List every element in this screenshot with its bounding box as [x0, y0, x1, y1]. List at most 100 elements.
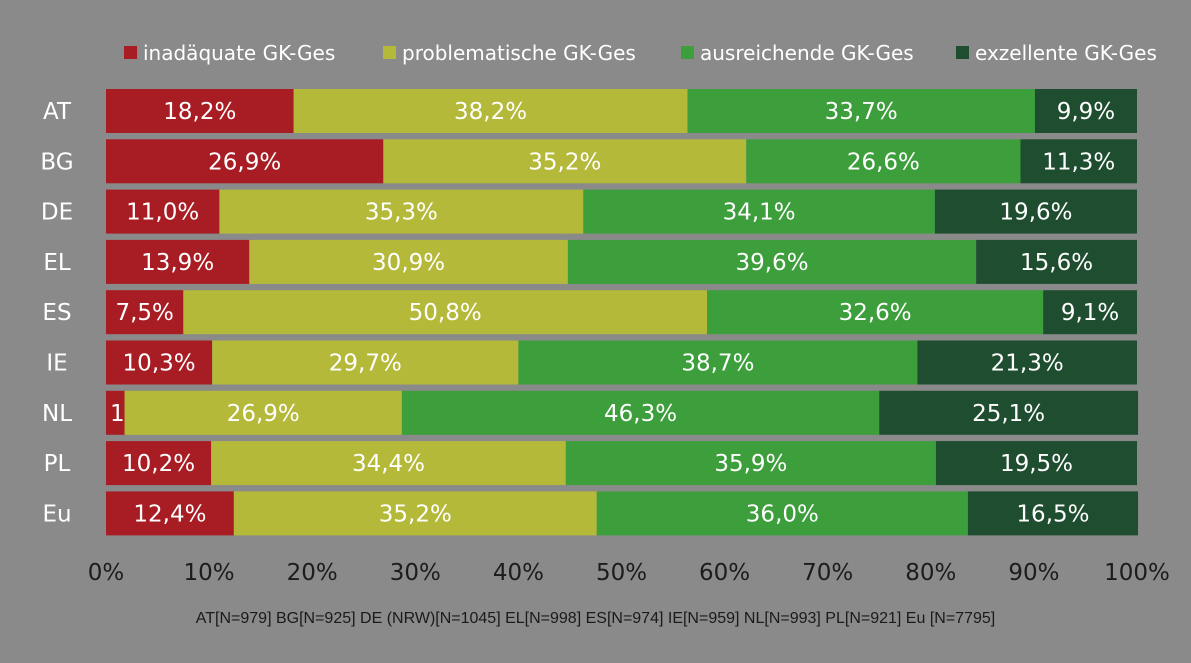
- data-label: 35,9%: [714, 451, 787, 477]
- bar-segment: [596, 491, 968, 536]
- data-label: 19,5%: [1000, 451, 1073, 477]
- x-tick-label: 50%: [596, 560, 647, 586]
- legend-swatch: [681, 46, 694, 59]
- data-label: 9,1%: [1061, 300, 1119, 326]
- bar-segment: [583, 189, 935, 234]
- bar-segment: [383, 139, 747, 184]
- data-label: 39,6%: [735, 250, 808, 276]
- legend-swatch: [956, 46, 969, 59]
- legend-label: inadäquate GK-Ges: [143, 41, 335, 65]
- data-label: 7,5%: [115, 300, 173, 326]
- bar-segment: [106, 290, 184, 335]
- data-label: 32,6%: [839, 300, 912, 326]
- data-label: 10,3%: [123, 351, 196, 377]
- bar-segment: [106, 441, 212, 486]
- data-label: 16,5%: [1016, 501, 1089, 527]
- x-tick-label: 20%: [287, 560, 338, 586]
- data-label: 25,1%: [972, 401, 1045, 427]
- category-label: ES: [42, 300, 71, 326]
- bar-segment: [106, 139, 384, 184]
- data-label: 35,3%: [365, 200, 438, 226]
- bar-segment: [565, 441, 936, 486]
- data-label: 35,2%: [379, 501, 452, 527]
- bar-segment: [746, 139, 1021, 184]
- legend-swatch: [124, 46, 137, 59]
- data-label: 11,0%: [126, 200, 199, 226]
- data-label: 9,9%: [1057, 99, 1115, 125]
- bar-segment: [518, 340, 918, 385]
- bar-segment: [1034, 89, 1137, 133]
- category-label: DE: [41, 200, 73, 226]
- category-label: EL: [43, 250, 71, 276]
- bar-segment: [106, 89, 294, 133]
- x-tick-label: 100%: [1104, 560, 1170, 586]
- data-label: 13,9%: [141, 250, 214, 276]
- data-label: 26,9%: [208, 149, 281, 175]
- bar-segment: [211, 441, 566, 486]
- bar-segment: [1020, 139, 1137, 184]
- data-label: 38,7%: [681, 351, 754, 377]
- data-label: 11,3%: [1042, 149, 1115, 175]
- bar-segment: [687, 89, 1035, 133]
- legend-label: ausreichende GK-Ges: [700, 41, 914, 65]
- bar-segment: [219, 189, 584, 234]
- bar-segment: [106, 340, 213, 385]
- data-label: 19,6%: [999, 200, 1072, 226]
- bar-segment: [934, 189, 1137, 234]
- data-label: 33,7%: [825, 99, 898, 125]
- bar-segment: [401, 390, 880, 435]
- bar-segment: [967, 491, 1139, 536]
- data-label: 26,6%: [847, 149, 920, 175]
- bar-segment: [567, 239, 977, 284]
- category-label: AT: [43, 99, 72, 125]
- data-label: 38,2%: [454, 99, 527, 125]
- data-label: 30,9%: [372, 250, 445, 276]
- bar-segment: [293, 89, 688, 133]
- category-label: NL: [42, 401, 72, 427]
- bar-segment: [106, 189, 220, 234]
- bar-segment: [935, 441, 1137, 486]
- x-tick-label: 70%: [802, 560, 853, 586]
- data-label: 10,2%: [122, 451, 195, 477]
- bar-segment: [249, 239, 568, 284]
- category-label: Eu: [42, 501, 71, 527]
- bar-segment: [124, 390, 402, 435]
- x-tick-label: 80%: [905, 560, 956, 586]
- bar-segment: [917, 340, 1137, 385]
- data-label: 35,2%: [528, 149, 601, 175]
- bar-segment: [879, 390, 1139, 435]
- bar-segment: [1043, 290, 1137, 335]
- x-tick-label: 40%: [493, 560, 544, 586]
- bar-segment: [106, 390, 125, 435]
- bar-segment: [212, 340, 519, 385]
- data-label: 26,9%: [227, 401, 300, 427]
- data-label: 21,3%: [991, 351, 1064, 377]
- data-label: 36,0%: [746, 501, 819, 527]
- category-label: IE: [46, 351, 67, 377]
- data-label: 29,7%: [329, 351, 402, 377]
- x-tick-label: 30%: [390, 560, 441, 586]
- legend-label: exzellente GK-Ges: [975, 41, 1157, 65]
- x-tick-label: 10%: [184, 560, 235, 586]
- data-label: 50,8%: [409, 300, 482, 326]
- category-label: PL: [44, 451, 71, 477]
- bar-segment: [233, 491, 597, 536]
- stacked-bar-chart: inadäquate GK-Ges problematische GK-Ges au…: [40, 41, 1170, 586]
- bar-segment: [707, 290, 1044, 335]
- data-label: 34,4%: [352, 451, 425, 477]
- data-label: 18,2%: [163, 99, 236, 125]
- bar-segment: [106, 239, 250, 284]
- data-label: 12,4%: [133, 501, 206, 527]
- category-label: BG: [40, 149, 73, 175]
- x-tick-label: 0%: [88, 560, 125, 586]
- bar-segment: [106, 491, 234, 536]
- x-tick-label: 60%: [699, 560, 750, 586]
- x-tick-label: 90%: [1008, 560, 1059, 586]
- bar-segment: [183, 290, 708, 335]
- data-label: 15,6%: [1020, 250, 1093, 276]
- data-label: 46,3%: [604, 401, 677, 427]
- legend-label: problematische GK-Ges: [402, 41, 636, 65]
- sample-size-footnote: AT[N=979] BG[N=925] DE (NRW)[N=1045] EL[…: [195, 610, 996, 627]
- data-label: 34,1%: [723, 200, 796, 226]
- bar-segment: [976, 239, 1137, 284]
